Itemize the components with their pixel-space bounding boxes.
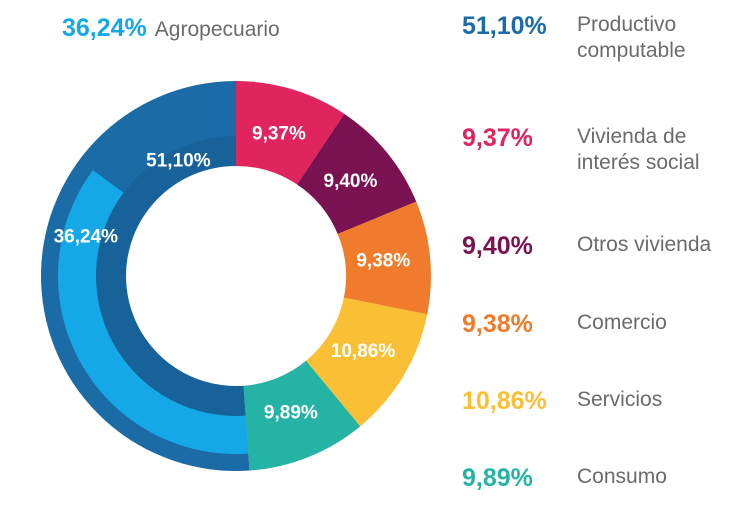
segment-label: 51,10% — [146, 151, 211, 172]
legend-item: 51,10% Productivo computable — [462, 12, 743, 64]
legend-value: 36,24% — [62, 14, 147, 42]
segment-label: 9,89% — [264, 402, 318, 423]
inner-segment-label: 36,24% — [54, 227, 119, 248]
legend-value: 10,86% — [462, 387, 547, 415]
legend-item: 9,38% Comercio — [462, 310, 743, 338]
legend-name: Agropecuario — [154, 18, 280, 41]
legend-item: 10,86% Servicios — [462, 387, 743, 415]
segment — [337, 201, 431, 315]
legend-value: 51,10% — [462, 12, 547, 40]
segment-label: 10,86% — [331, 341, 396, 362]
legend-value: 9,89% — [462, 464, 533, 492]
segment-label: 9,37% — [252, 123, 306, 144]
legend-value: 9,38% — [462, 310, 533, 338]
segment-label: 9,40% — [324, 171, 378, 192]
segment — [306, 297, 428, 427]
legend-name: Consumo — [577, 465, 667, 488]
legend-name: Vivienda de interés social — [577, 125, 700, 174]
parent-inner-shade — [95, 136, 246, 416]
legend-value: 9,37% — [462, 124, 533, 152]
legend-item: 9,40% Otros vivienda — [462, 232, 743, 260]
legend-value: 9,40% — [462, 232, 533, 260]
inner-segment — [58, 170, 249, 454]
segment — [243, 360, 361, 471]
legend-name: Productivo computable — [577, 13, 686, 62]
legend-name: Servicios — [577, 388, 663, 411]
legend-item: 9,89% Consumo — [462, 464, 743, 492]
legend-name: Comercio — [577, 311, 667, 334]
inner-legend: 36,24% Agropecuario — [62, 14, 280, 43]
segment — [236, 81, 345, 185]
legend-name: Otros vivienda — [577, 233, 712, 256]
legend-item: 9,37% Vivienda de interés social — [462, 124, 743, 176]
segment-label: 9,38% — [356, 251, 410, 272]
segment — [297, 113, 417, 235]
